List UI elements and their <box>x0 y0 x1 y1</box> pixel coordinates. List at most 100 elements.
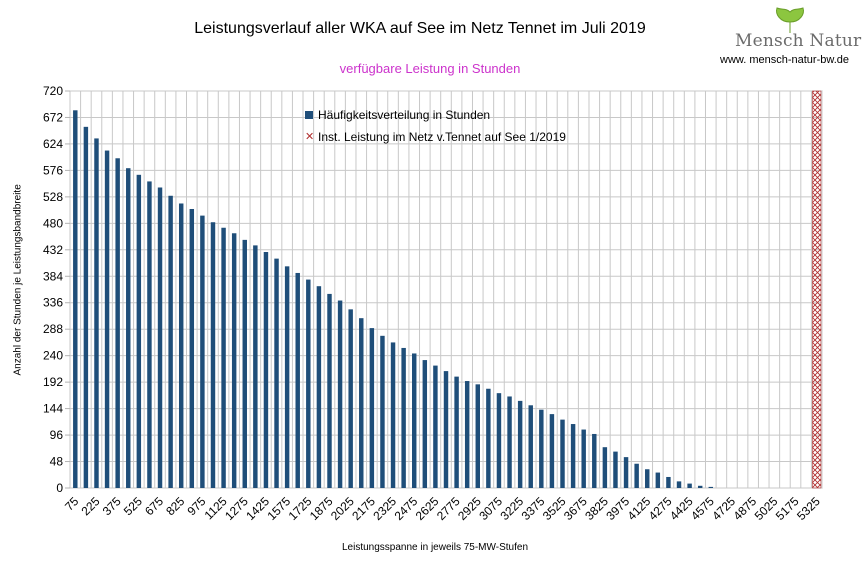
bar <box>231 233 237 488</box>
bar <box>549 414 555 488</box>
bar <box>306 279 311 488</box>
bar <box>263 252 269 488</box>
bar <box>687 483 692 488</box>
bar <box>602 447 608 488</box>
x-axis-label: Leistungsspanne in jeweils 75-MW-Stufen <box>341 542 529 553</box>
bar <box>274 258 279 488</box>
bar <box>486 388 491 488</box>
bar <box>210 222 216 488</box>
bar <box>708 486 714 488</box>
bar <box>623 457 629 488</box>
x-tick-label: 525 <box>121 494 145 518</box>
x-tick-label: 375 <box>100 494 124 518</box>
y-tick-label: 384 <box>43 269 63 283</box>
logo-text: Mensch Natur <box>735 31 862 51</box>
bar <box>126 168 131 488</box>
y-tick-label: 480 <box>43 216 63 230</box>
bar <box>528 405 533 488</box>
bar <box>676 481 682 488</box>
bar <box>189 208 195 488</box>
y-tick-label: 288 <box>43 322 63 336</box>
bar <box>242 239 247 488</box>
y-tick-label: 672 <box>43 110 63 124</box>
y-axis-label: Anzahl der Stunden je Leistungsbandbreit… <box>12 184 24 376</box>
bar <box>401 347 406 488</box>
bar <box>666 476 671 488</box>
bar <box>570 424 576 488</box>
bar <box>136 174 142 489</box>
installed-capacity-bar <box>812 90 822 489</box>
ginkgo-leaf-icon <box>776 7 804 33</box>
bar <box>613 451 618 488</box>
x-tick-label: 225 <box>79 494 103 518</box>
bar <box>359 318 364 488</box>
bar <box>284 266 290 488</box>
y-tick-label: 240 <box>43 349 63 363</box>
bar <box>94 138 99 489</box>
bar <box>507 396 512 488</box>
bar <box>73 110 78 488</box>
bar <box>348 309 353 488</box>
bar <box>104 150 110 489</box>
bar <box>581 429 586 488</box>
legend-bar-swatch <box>305 111 313 119</box>
bar <box>316 286 322 488</box>
y-tick-label: 144 <box>43 402 63 416</box>
bar <box>655 472 661 488</box>
bar <box>83 126 89 489</box>
y-tick-label: 336 <box>43 296 63 310</box>
bar <box>115 158 120 488</box>
y-tick-label: 0 <box>56 481 63 495</box>
bar <box>645 469 650 488</box>
bar <box>634 463 639 488</box>
bar <box>327 293 332 488</box>
bar <box>337 300 343 488</box>
x-tick-label: 675 <box>142 494 166 518</box>
bar <box>496 393 502 488</box>
legend-item-installed: ✕ Inst. Leistung im Netz v.Tennet auf Se… <box>305 126 566 148</box>
bar <box>539 409 544 488</box>
bar <box>464 381 470 488</box>
y-tick-label: 528 <box>43 190 63 204</box>
logo: Mensch Natur www. mensch-natur-bw.de <box>720 4 862 70</box>
y-tick-label: 624 <box>43 137 63 151</box>
bar <box>369 328 375 488</box>
bar <box>147 181 152 488</box>
y-tick-label: 48 <box>50 455 64 469</box>
bar <box>157 187 163 489</box>
bar <box>517 400 523 488</box>
chart-subtitle: verfügbare Leistung in Stunden <box>339 61 521 76</box>
bar <box>168 195 173 488</box>
y-tick-label: 720 <box>43 84 63 98</box>
y-tick-label: 432 <box>43 243 63 257</box>
bar <box>697 485 703 488</box>
bar <box>454 376 459 488</box>
bar <box>475 384 480 488</box>
bar <box>390 342 396 488</box>
logo-url: www. mensch-natur-bw.de <box>720 54 849 66</box>
bar <box>200 215 205 488</box>
bar <box>443 371 449 488</box>
bar <box>422 360 428 488</box>
bar <box>295 272 300 488</box>
y-tick-label: 576 <box>43 163 63 177</box>
y-tick-label: 96 <box>50 428 64 442</box>
legend-hatch-swatch: ✕ <box>305 130 315 143</box>
x-tick-label: 825 <box>163 494 187 518</box>
bar <box>592 433 597 488</box>
x-tick-label: 5325 <box>794 494 823 523</box>
bar <box>433 365 438 488</box>
bar <box>412 353 417 488</box>
bar <box>221 227 226 488</box>
chart-title: Leistungsverlauf aller WKA auf See im Ne… <box>194 20 646 37</box>
legend-label-installed: Inst. Leistung im Netz v.Tennet auf See … <box>318 130 566 144</box>
bar <box>178 203 184 488</box>
legend: Häufigkeitsverteilung in Stunden ✕ Inst.… <box>305 104 566 148</box>
bar <box>253 245 258 488</box>
legend-item-histogram: Häufigkeitsverteilung in Stunden <box>305 104 566 126</box>
x-tick-label: 75 <box>62 494 82 514</box>
y-tick-label: 192 <box>43 375 63 389</box>
bar <box>380 335 385 488</box>
legend-label-histogram: Häufigkeitsverteilung in Stunden <box>318 108 491 122</box>
